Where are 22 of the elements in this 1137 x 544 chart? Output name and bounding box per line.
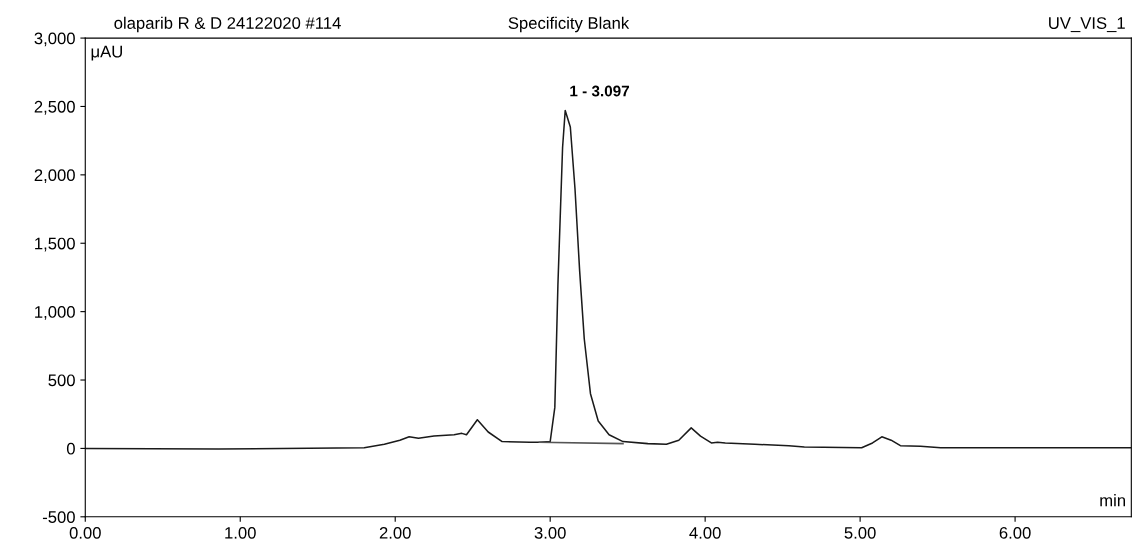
x-tick-label: 3.00 [534,526,566,539]
chart-title: Specificity Blank [508,16,630,33]
y-tick-label: -500 [42,511,75,523]
x-tick-label: 2.00 [379,526,411,539]
x-tick-label: 1.00 [225,526,256,539]
text: olaparib R & D 24122020 #114 [114,16,341,33]
annotation: 1 - 3.097 [570,85,630,97]
x-tick-label: 6.00 [999,526,1031,539]
y-tick-label: 0 [66,442,75,455]
x-tick-label: 5.00 [844,526,876,539]
y-tick-label: 1,500 [35,237,75,252]
line-series [85,109,1132,450]
y-tick-label: 500 [48,374,75,387]
x-axis-title: min [1100,494,1125,507]
x-tick-label: 4.00 [689,526,721,539]
y-tick-label: 1,000 [35,306,75,320]
x-tick-label: 0.00 [69,526,101,539]
y-axis-title: μAU [91,45,122,61]
text: UV_VIS_1 [1049,17,1125,33]
y-tick-label: 2,500 [34,100,75,115]
y-tick-label: 3,000 [34,32,75,47]
y-tick-label: 2,000 [34,169,75,184]
